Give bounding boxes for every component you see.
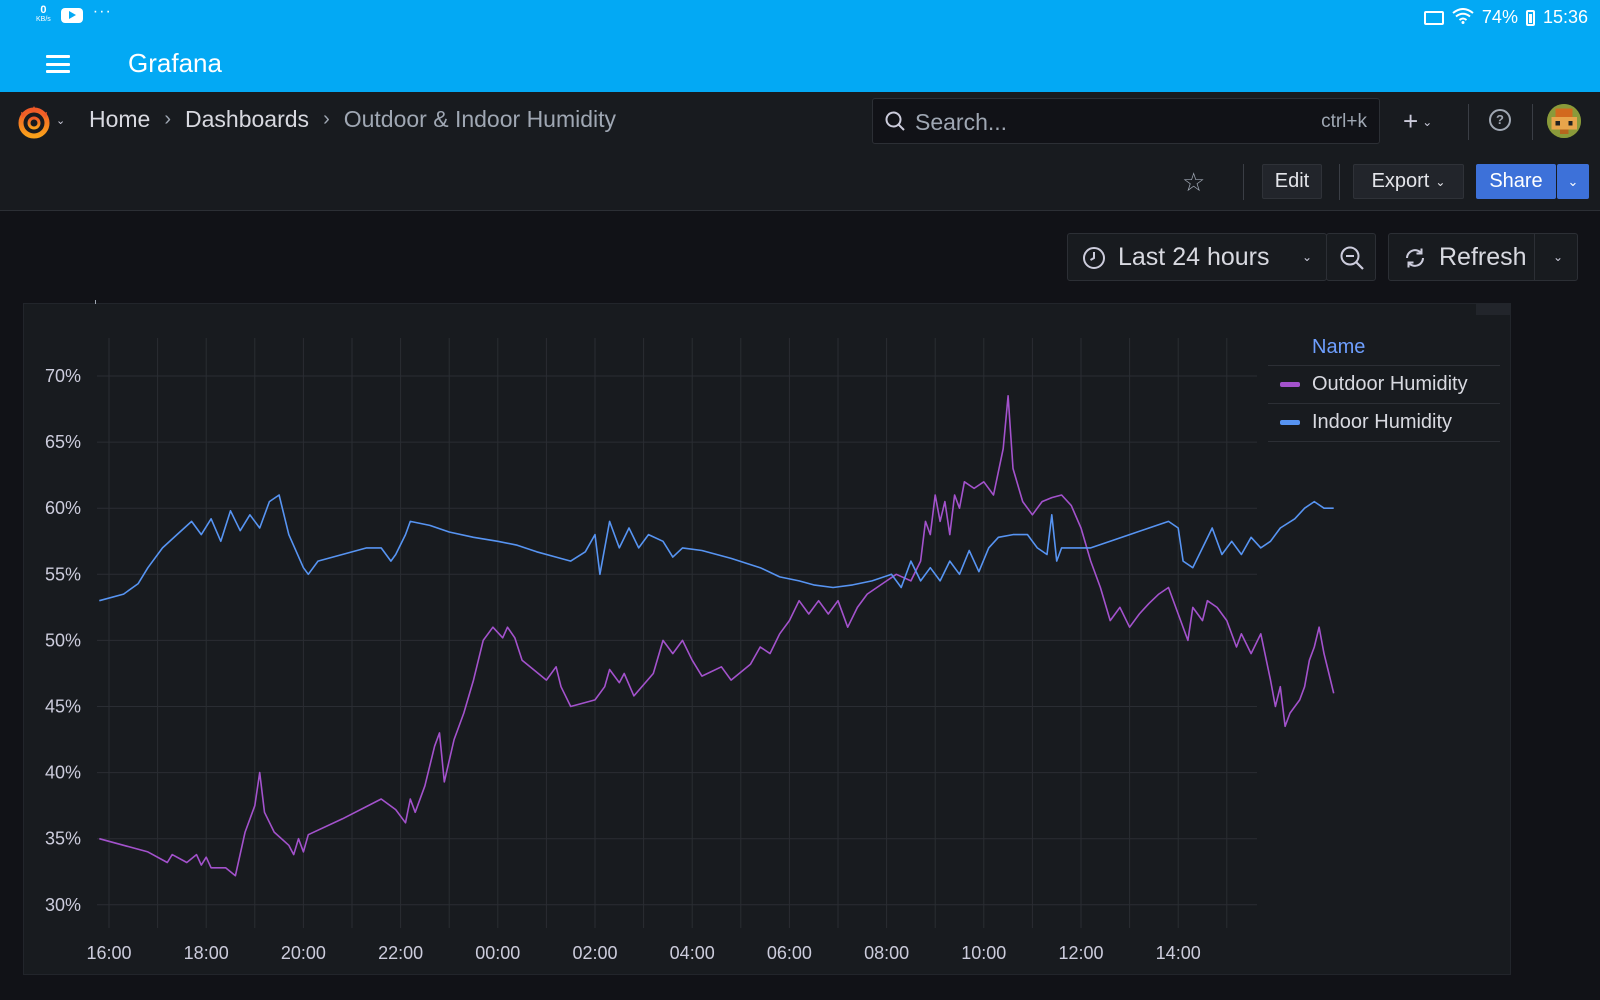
divider	[1468, 104, 1469, 140]
share-button[interactable]: Share	[1476, 164, 1556, 199]
x-tick-label: 04:00	[670, 943, 715, 963]
network-speed: 0 KB/s	[36, 4, 51, 24]
legend-swatch	[1280, 420, 1300, 425]
time-range-label: Last 24 hours	[1118, 243, 1270, 271]
legend-swatch	[1280, 382, 1300, 387]
x-tick-label: 22:00	[378, 943, 423, 963]
legend-item-outdoor[interactable]: Outdoor Humidity	[1268, 366, 1500, 404]
add-new-button[interactable]: + ⌄	[1403, 106, 1432, 137]
x-tick-label: 02:00	[572, 943, 617, 963]
breadcrumb-separator-icon: ›	[164, 108, 172, 130]
divider	[1339, 164, 1340, 200]
chevron-down-icon: ⌄	[1567, 173, 1579, 189]
y-tick-label: 50%	[45, 630, 81, 650]
zoom-out-icon	[1340, 246, 1364, 270]
chevron-down-icon[interactable]: ⌄	[56, 115, 66, 127]
app-bar: Grafana	[0, 36, 1600, 92]
help-icon[interactable]: ?	[1489, 109, 1511, 131]
chevron-down-icon: ⌄	[1301, 250, 1312, 264]
clock-time: 15:36	[1542, 7, 1588, 27]
battery-percent: 74%	[1481, 7, 1518, 27]
device-status-bar: 0 KB/s ··· 74% 15:36	[0, 0, 1600, 36]
y-tick-label: 40%	[45, 763, 81, 783]
panel-title-fragment	[95, 300, 96, 304]
y-axis: 70% 65% 60% 55% 50% 45% 40% 35% 30%	[45, 366, 81, 915]
series-line-indoor-humidity	[99, 494, 1334, 602]
breadcrumb-home[interactable]: Home	[89, 106, 151, 132]
y-tick-label: 65%	[45, 432, 81, 452]
status-right: 74% 15:36	[1423, 7, 1588, 28]
breadcrumb-separator-icon: ›	[323, 108, 330, 130]
legend-item-indoor[interactable]: Indoor Humidity	[1268, 404, 1500, 442]
time-range-picker[interactable]: Last 24 hours ⌄	[1067, 233, 1327, 281]
series-line-outdoor-humidity	[99, 395, 1335, 877]
humidity-panel	[23, 303, 1511, 975]
grafana-logo-icon[interactable]	[16, 104, 52, 140]
x-tick-label: 14:00	[1156, 943, 1201, 963]
breadcrumb-dashboards[interactable]: Dashboards	[185, 106, 310, 132]
divider	[1534, 234, 1535, 280]
x-tick-label: 08:00	[864, 943, 909, 963]
avatar[interactable]	[1547, 104, 1581, 138]
refresh-button[interactable]: Refresh ⌄	[1388, 233, 1578, 281]
menu-icon[interactable]	[46, 55, 70, 73]
more-notifications-icon: ···	[92, 3, 112, 20]
breadcrumb-current: Outdoor & Indoor Humidity	[343, 106, 617, 132]
x-axis: 16:00 18:00 20:00 22:00 00:00 02:00 04:00 06:00…	[86, 943, 1200, 963]
y-tick-label: 45%	[45, 697, 81, 717]
zoom-out-button[interactable]	[1326, 233, 1376, 281]
search-shortcut: ctrl+k	[1321, 111, 1367, 132]
refresh-icon	[1406, 248, 1424, 268]
x-tick-label: 06:00	[767, 943, 812, 963]
legend-label: Outdoor Humidity	[1312, 373, 1468, 395]
chart-grid	[97, 338, 1257, 928]
legend-header[interactable]: Name	[1268, 330, 1500, 366]
youtube-icon	[60, 7, 83, 23]
search-input[interactable]	[913, 107, 1277, 137]
plus-icon: +	[1403, 106, 1419, 136]
chart-legend: Name Outdoor Humidity Indoor Humidity	[1268, 330, 1500, 442]
search-icon	[885, 111, 905, 131]
top-nav: ⌄ Home › Dashboards › Outdoor & Indoor H…	[0, 92, 1600, 153]
clock-icon	[1083, 247, 1105, 269]
chevron-down-icon: ⌄	[1422, 114, 1433, 129]
x-tick-label: 10:00	[961, 943, 1006, 963]
x-tick-label: 20:00	[281, 943, 326, 963]
app-title: Grafana	[128, 48, 222, 78]
x-tick-label: 12:00	[1058, 943, 1103, 963]
x-tick-label: 18:00	[184, 943, 229, 963]
panel-menu-handle[interactable]	[1476, 303, 1510, 315]
edit-button[interactable]: Edit	[1262, 164, 1322, 199]
export-button[interactable]: Export ⌄	[1353, 164, 1464, 199]
chart-series	[99, 395, 1335, 877]
status-left: 0 KB/s ···	[36, 3, 112, 24]
wifi-icon	[1452, 8, 1474, 27]
y-tick-label: 55%	[45, 564, 81, 584]
refresh-label: Refresh	[1439, 243, 1527, 271]
x-tick-label: 16:00	[86, 943, 131, 963]
battery-icon	[1525, 9, 1535, 26]
y-tick-label: 70%	[45, 366, 81, 386]
y-tick-label: 35%	[45, 829, 81, 849]
refresh-interval-chevron-icon[interactable]: ⌄	[1552, 250, 1563, 264]
export-label: Export	[1371, 170, 1430, 192]
y-tick-label: 60%	[45, 498, 81, 518]
share-options-button[interactable]: ⌄	[1557, 164, 1589, 199]
chevron-down-icon: ⌄	[1435, 174, 1446, 189]
search-box[interactable]: ctrl+k	[872, 98, 1380, 144]
star-icon[interactable]: ☆	[1182, 167, 1206, 197]
dashboard-toolbar: ☆ Edit Export ⌄ Share ⌄	[0, 152, 1600, 211]
cast-icon	[1423, 10, 1444, 25]
divider	[1243, 164, 1244, 200]
legend-label: Indoor Humidity	[1312, 411, 1453, 433]
breadcrumb: Home › Dashboards › Outdoor & Indoor Hum…	[89, 106, 616, 133]
divider	[1532, 104, 1533, 140]
y-tick-label: 30%	[45, 895, 81, 915]
x-tick-label: 00:00	[475, 943, 520, 963]
